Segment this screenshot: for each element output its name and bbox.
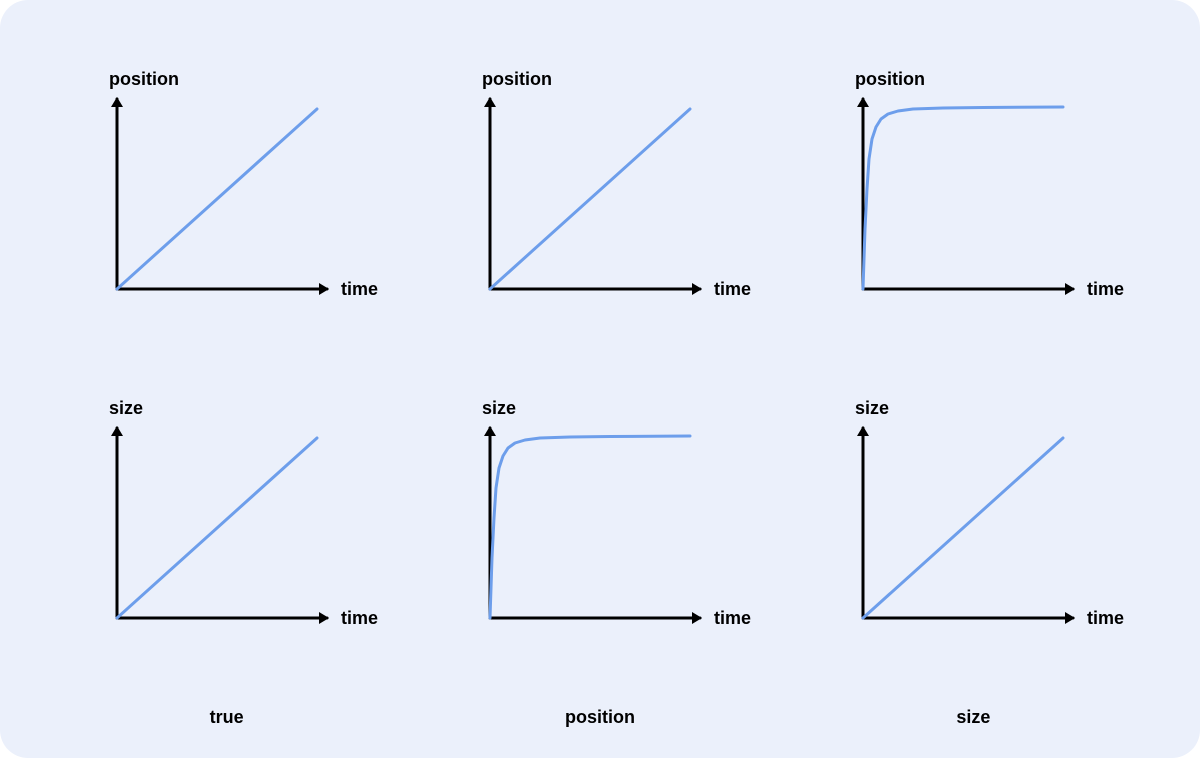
mini-chart: position time [803,59,1143,329]
y-axis-label: size [855,398,889,418]
column-label-cell: size [797,697,1150,728]
x-axis-label: time [1087,279,1124,299]
mini-chart: size time [57,388,397,658]
mini-chart: size time [803,388,1143,658]
column-label-cell: position [423,697,776,728]
mini-chart: size time [430,388,770,658]
column-label: position [565,707,635,728]
chart-cell: size time [50,369,403,678]
y-axis-label: size [109,398,143,418]
mini-chart: position time [430,59,770,329]
x-axis-label: time [1087,608,1124,628]
chart-grid: positiontimepositiontimepositiontimesize… [0,0,1200,758]
column-label: size [956,707,990,728]
y-axis-label: size [482,398,516,418]
x-axis-label: time [714,608,751,628]
chart-cell: position time [797,40,1150,349]
column-label: true [210,707,244,728]
chart-cell: position time [50,40,403,349]
chart-cell: size time [797,369,1150,678]
y-axis-label: position [109,69,179,89]
figure-canvas: positiontimepositiontimepositiontimesize… [0,0,1200,758]
y-axis-label: position [482,69,552,89]
chart-cell: position time [423,40,776,349]
mini-chart: position time [57,59,397,329]
x-axis-label: time [714,279,751,299]
x-axis-label: time [341,279,378,299]
y-axis-label: position [855,69,925,89]
x-axis-label: time [341,608,378,628]
column-label-cell: true [50,697,403,728]
chart-cell: size time [423,369,776,678]
